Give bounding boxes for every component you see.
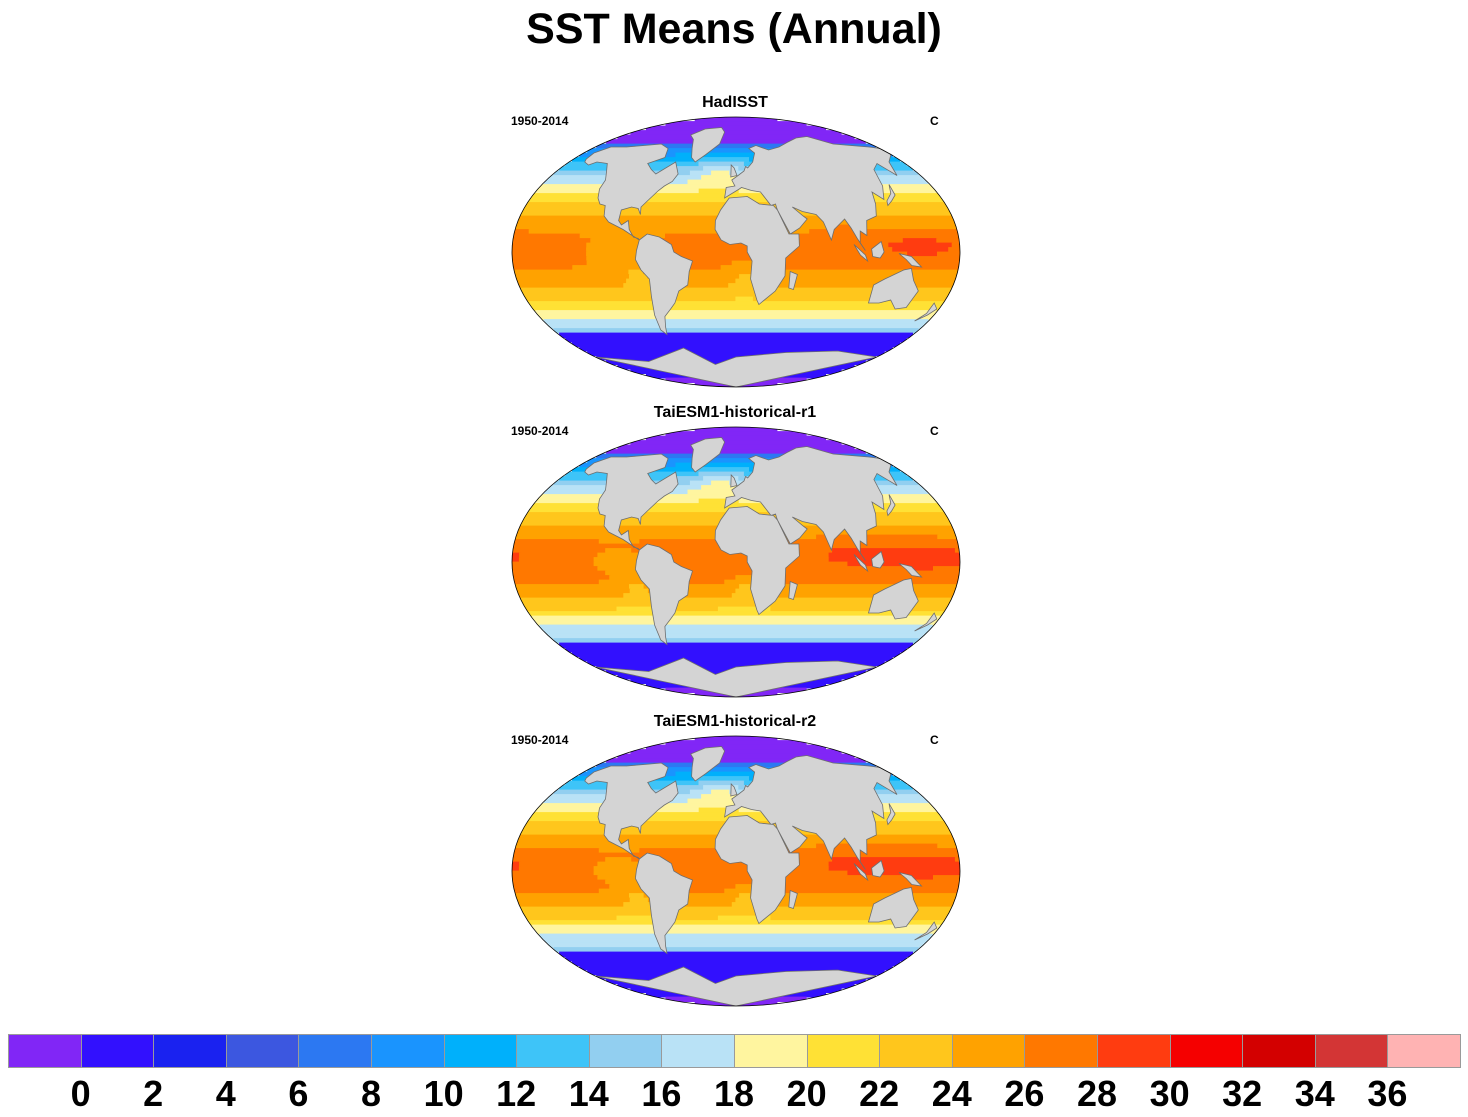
- figure-title: SST Means (Annual): [526, 5, 942, 53]
- colorbar-tick-label: 24: [931, 1073, 972, 1114]
- colorbar-box: [661, 1034, 735, 1068]
- colorbar-box: [1097, 1034, 1171, 1068]
- colorbar-box: [8, 1034, 82, 1068]
- sst-map: [511, 116, 961, 388]
- colorbar-tick-label: 28: [1076, 1073, 1118, 1114]
- colorbar-box: [516, 1034, 590, 1068]
- colorbar-box: [153, 1034, 227, 1068]
- colorbar-box: [1169, 1034, 1244, 1068]
- colorbar-box: [588, 1034, 663, 1068]
- colorbar-tick-label: 10: [423, 1073, 464, 1114]
- map-border: [511, 426, 961, 698]
- colorbar-tick-label: 14: [568, 1073, 609, 1114]
- colorbar-tick-label: 4: [215, 1073, 236, 1114]
- sst-field: [512, 736, 960, 1006]
- land-mask: [584, 437, 938, 697]
- colorbar-box: [806, 1034, 881, 1068]
- panel-period: 1950-2014: [511, 114, 569, 128]
- colorbar-tick-label: 0: [70, 1073, 91, 1114]
- map-border: [511, 116, 961, 388]
- colorbar-box: [298, 1034, 372, 1068]
- map-panel-hadisst: HadISST 1950-2014 C: [500, 93, 970, 393]
- colorbar-tick-label: 6: [288, 1073, 309, 1114]
- panel-title: HadISST: [702, 94, 768, 111]
- sst-field: [512, 427, 960, 697]
- colorbar-tick-label: 8: [360, 1073, 382, 1114]
- colorbar-tick-label: 30: [1149, 1073, 1190, 1114]
- map-panel-taiesm1-r1: TaiESM1-historical-r1 1950-2014 C: [500, 403, 970, 703]
- colorbar-box: [80, 1034, 155, 1068]
- panel-title: TaiESM1-historical-r2: [653, 713, 817, 730]
- colorbar-tick-label: 36: [1367, 1073, 1408, 1114]
- colorbar-box: [879, 1034, 953, 1068]
- colorbar-tick-label: 26: [1004, 1073, 1045, 1114]
- colorbar-tick-label: 34: [1294, 1073, 1335, 1114]
- map-border: [511, 735, 961, 1007]
- colorbar-box: [1314, 1034, 1389, 1068]
- colorbar-tick-label: 2: [143, 1073, 164, 1114]
- colorbar-box: [1024, 1034, 1098, 1068]
- panel-units: C: [930, 733, 939, 747]
- colorbar-tick-label: 18: [713, 1073, 755, 1114]
- panel-units: C: [930, 424, 939, 438]
- colorbar-box: [951, 1034, 1026, 1068]
- colorbar-tick-label: 20: [786, 1073, 827, 1114]
- colorbar-box: [1387, 1034, 1461, 1068]
- colorbar-box: [371, 1034, 445, 1068]
- sst-field: [512, 117, 960, 387]
- panel-period: 1950-2014: [511, 424, 569, 438]
- colorbar-box: [225, 1034, 300, 1068]
- land-mask: [584, 746, 938, 1006]
- land-mask: [584, 127, 938, 387]
- sst-map: [511, 426, 961, 698]
- colorbar-box: [1242, 1034, 1316, 1068]
- colorbar-tick-label: 12: [496, 1073, 537, 1114]
- panel-units: C: [930, 114, 939, 128]
- colorbar-tick-label: 16: [641, 1073, 682, 1114]
- panel-period: 1950-2014: [511, 733, 569, 747]
- colorbar-box: [734, 1034, 808, 1068]
- colorbar-tick-label: 32: [1222, 1073, 1263, 1114]
- colorbar-box: [443, 1034, 518, 1068]
- colorbar-tick-label: 22: [859, 1073, 900, 1114]
- panel-title: TaiESM1-historical-r1: [653, 404, 817, 421]
- map-panel-taiesm1-r2: TaiESM1-historical-r2 1950-2014 C: [500, 712, 970, 1012]
- sst-map: [511, 735, 961, 1007]
- colorbar: [8, 1034, 1461, 1068]
